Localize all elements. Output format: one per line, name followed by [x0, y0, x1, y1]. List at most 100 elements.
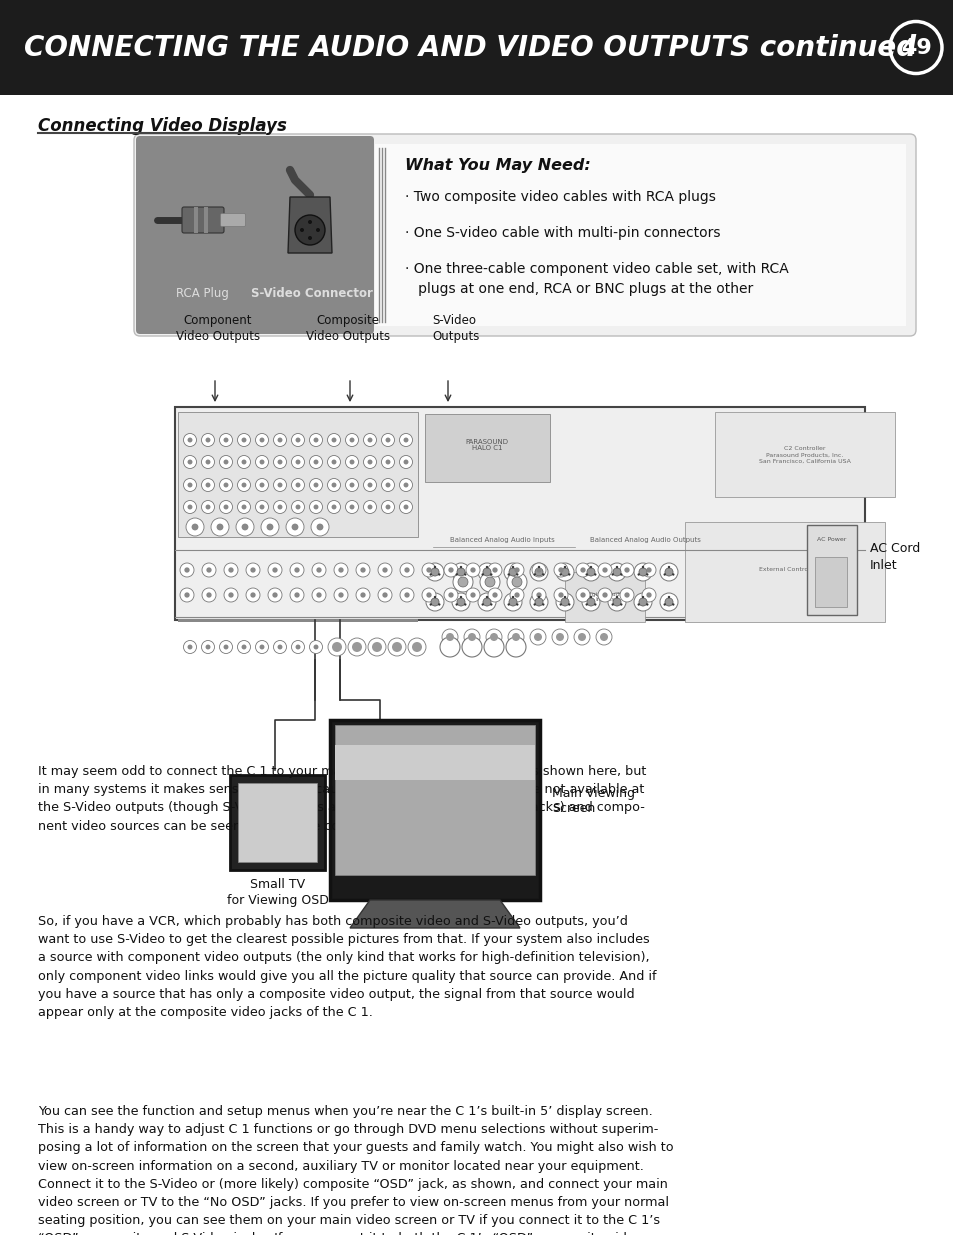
Circle shape	[286, 517, 304, 536]
Bar	[335, 745, 535, 781]
Circle shape	[292, 500, 304, 514]
Circle shape	[363, 433, 376, 447]
Circle shape	[452, 593, 470, 611]
Circle shape	[615, 595, 618, 598]
Circle shape	[664, 598, 673, 606]
Circle shape	[530, 593, 547, 611]
Circle shape	[470, 567, 476, 573]
Circle shape	[485, 629, 501, 645]
Circle shape	[355, 563, 370, 577]
Circle shape	[388, 638, 406, 656]
Circle shape	[598, 563, 612, 577]
Circle shape	[294, 567, 299, 573]
Bar	[684, 522, 884, 622]
Circle shape	[456, 598, 464, 606]
Circle shape	[645, 573, 648, 576]
Circle shape	[255, 641, 268, 653]
Circle shape	[426, 593, 443, 611]
Circle shape	[381, 433, 395, 447]
Circle shape	[404, 593, 409, 598]
Circle shape	[332, 459, 336, 464]
Circle shape	[312, 563, 326, 577]
Circle shape	[506, 572, 526, 592]
Circle shape	[241, 524, 248, 530]
Circle shape	[363, 478, 376, 492]
Circle shape	[349, 437, 355, 442]
Circle shape	[309, 433, 322, 447]
Circle shape	[459, 566, 461, 568]
Text: S-Video Connector: S-Video Connector	[251, 287, 373, 300]
Circle shape	[403, 459, 408, 464]
Circle shape	[211, 517, 229, 536]
Circle shape	[404, 567, 409, 573]
Circle shape	[205, 505, 211, 510]
Circle shape	[348, 638, 366, 656]
Circle shape	[259, 437, 264, 442]
Circle shape	[490, 603, 492, 605]
Circle shape	[274, 641, 286, 653]
Circle shape	[219, 433, 233, 447]
Circle shape	[645, 603, 648, 605]
Circle shape	[295, 459, 300, 464]
Circle shape	[308, 220, 312, 224]
Circle shape	[327, 456, 340, 468]
Circle shape	[619, 573, 622, 576]
Circle shape	[508, 568, 517, 576]
Circle shape	[268, 563, 282, 577]
Circle shape	[201, 456, 214, 468]
Circle shape	[399, 433, 412, 447]
Circle shape	[312, 588, 326, 601]
Circle shape	[408, 638, 426, 656]
Circle shape	[309, 500, 322, 514]
Circle shape	[439, 637, 459, 657]
Text: · One S-video cable with multi-pin connectors: · One S-video cable with multi-pin conne…	[405, 226, 720, 240]
Circle shape	[294, 215, 325, 245]
Text: External Control: External Control	[759, 567, 810, 572]
Circle shape	[594, 573, 596, 576]
Circle shape	[664, 568, 673, 576]
Circle shape	[663, 573, 665, 576]
Circle shape	[456, 568, 464, 576]
Circle shape	[338, 593, 343, 598]
Circle shape	[241, 437, 246, 442]
Circle shape	[188, 505, 193, 510]
Bar	[204, 207, 208, 233]
Circle shape	[277, 459, 282, 464]
Circle shape	[180, 588, 193, 601]
Circle shape	[223, 459, 228, 464]
Circle shape	[399, 563, 414, 577]
Circle shape	[505, 637, 525, 657]
Circle shape	[634, 593, 651, 611]
Circle shape	[431, 568, 438, 576]
Circle shape	[381, 456, 395, 468]
Text: You can see the function and setup menus when you’re near the C 1’s built-in 5’ : You can see the function and setup menus…	[38, 1105, 673, 1235]
Circle shape	[535, 598, 542, 606]
Circle shape	[541, 603, 544, 605]
Circle shape	[377, 588, 392, 601]
Circle shape	[255, 500, 268, 514]
Circle shape	[224, 563, 237, 577]
Text: PARASOUND
HALO C1: PARASOUND HALO C1	[465, 438, 508, 452]
Circle shape	[426, 567, 431, 573]
Circle shape	[334, 588, 348, 601]
Circle shape	[412, 642, 421, 652]
Circle shape	[558, 603, 561, 605]
Circle shape	[206, 593, 212, 598]
Circle shape	[308, 236, 312, 240]
Circle shape	[399, 588, 414, 601]
Circle shape	[255, 456, 268, 468]
Circle shape	[205, 459, 211, 464]
Circle shape	[421, 563, 436, 577]
Bar	[330, 720, 539, 900]
Circle shape	[641, 588, 656, 601]
Circle shape	[228, 593, 233, 598]
Text: · One three-cable component video cable set, with RCA
   plugs at one end, RCA o: · One three-cable component video cable …	[405, 262, 788, 295]
Circle shape	[295, 505, 300, 510]
Circle shape	[259, 645, 264, 650]
Circle shape	[266, 524, 274, 530]
Circle shape	[530, 563, 547, 580]
Text: Component
Video Outputs: Component Video Outputs	[175, 314, 260, 343]
Text: So, if you have a VCR, which probably has both composite video and S-Video outpu: So, if you have a VCR, which probably ha…	[38, 915, 656, 1019]
Circle shape	[607, 593, 625, 611]
Circle shape	[316, 593, 321, 598]
